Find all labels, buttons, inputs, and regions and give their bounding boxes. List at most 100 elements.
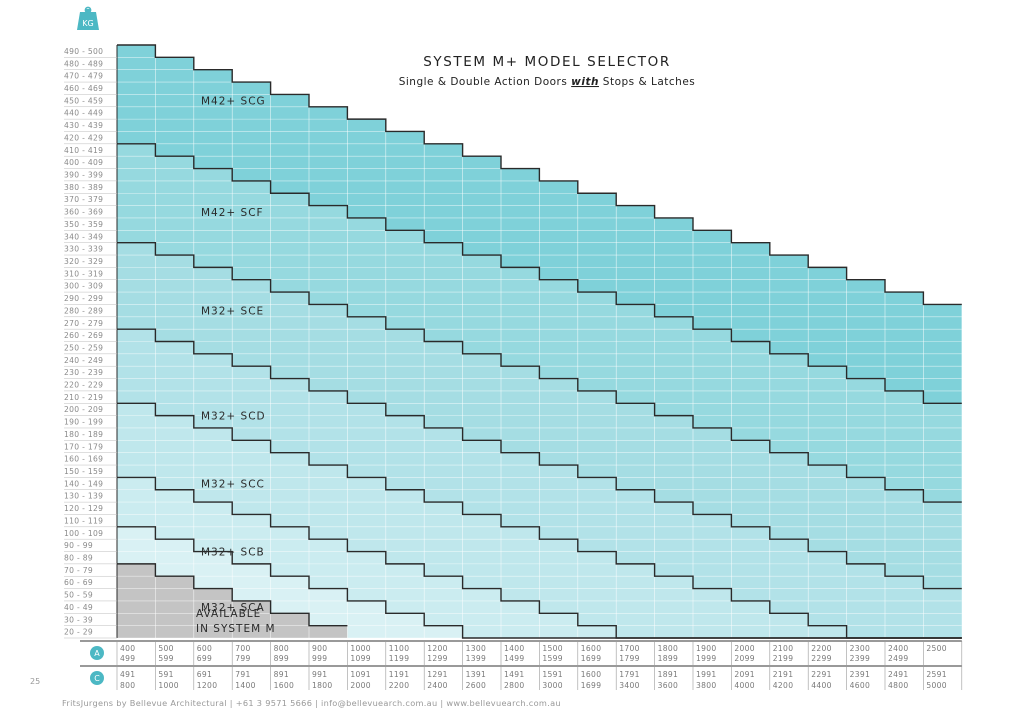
axis-a-tick-bottom: 1799 — [619, 654, 640, 663]
axis-c-tick-bottom: 1400 — [235, 681, 256, 690]
axis-a-tick-bottom: 1599 — [542, 654, 563, 663]
row-label: 260 - 269 — [64, 331, 103, 340]
row-label: 190 - 199 — [64, 418, 103, 427]
axis-c-tick-top: 2591 — [926, 670, 947, 679]
row-label: 50 - 59 — [64, 591, 93, 600]
row-label: 230 - 239 — [64, 368, 103, 377]
axis-a-tick-top: 1600 — [581, 644, 602, 653]
axis-c-tick-bottom: 4800 — [888, 681, 909, 690]
axis-c-tick-top: 691 — [197, 670, 212, 679]
axis-c-tick-bottom: 1200 — [197, 681, 218, 690]
axis-c-tick-top: 1491 — [504, 670, 525, 679]
axis-c-tick-top: 1191 — [389, 670, 410, 679]
row-label: 310 - 319 — [64, 269, 103, 278]
row-label: 280 - 289 — [64, 306, 103, 315]
axis-c-tick-bottom: 5000 — [926, 681, 947, 690]
row-label: 80 - 89 — [64, 553, 93, 562]
row-label: 360 - 369 — [64, 208, 103, 217]
axis-a-tick-top: 600 — [197, 644, 212, 653]
axis-a-tick-bottom: 999 — [312, 654, 327, 663]
axis-a-tick-bottom: 2499 — [888, 654, 909, 663]
weight-row-labels: 490 - 500 480 - 489 470 - 479 460 - 469 450 … — [64, 47, 117, 639]
boundary-scf — [117, 143, 962, 404]
axis-c-tick-top: 2291 — [811, 670, 832, 679]
row-label: 490 - 500 — [64, 47, 103, 56]
axis-c-tick-bottom: 3600 — [658, 681, 679, 690]
axis-c-tick-bottom: 2400 — [427, 681, 448, 690]
axis-a-tick-bottom: 799 — [235, 654, 250, 663]
axis-c-tick-bottom: 800 — [120, 681, 135, 690]
axis-a-tick-top: 1300 — [466, 644, 487, 653]
footer-contact: FritsJurgens by Bellevue Architectural |… — [62, 698, 561, 708]
boundary-scc — [117, 402, 962, 639]
axis-c-tick-top: 491 — [120, 670, 135, 679]
model-label-sce: M32+ SCE — [201, 306, 264, 318]
system-m-label-line2: IN SYSTEM M — [196, 623, 276, 635]
axis-a-tick-top: 1700 — [619, 644, 640, 653]
weight-icon-label: KG — [82, 19, 93, 28]
axis-c-tick-top: 1600 — [581, 670, 602, 679]
axis-a-tick-top: 1000 — [350, 644, 371, 653]
page-number: 25 — [30, 677, 41, 686]
axis-a-tick-bottom: 1899 — [658, 654, 679, 663]
axis-a-tick-top: 1500 — [542, 644, 563, 653]
row-label: 420 - 429 — [64, 133, 103, 142]
row-label: 200 - 209 — [64, 405, 103, 414]
axis-a-tick-top: 1400 — [504, 644, 525, 653]
row-label: 130 - 139 — [64, 492, 103, 501]
axis-c-tick-top: 891 — [274, 670, 289, 679]
axis-c-tick-bottom: 4400 — [811, 681, 832, 690]
axis-a-tick-top: 2100 — [773, 644, 794, 653]
axis-c-tick-bottom: 2000 — [350, 681, 371, 690]
axis-a-tick-bottom: 699 — [197, 654, 212, 663]
subtitle-emphasis: with — [571, 76, 599, 88]
row-label: 220 - 229 — [64, 381, 103, 390]
model-label-scd: M32+ SCD — [201, 411, 266, 423]
boundary-scd — [117, 328, 962, 590]
row-label: 440 - 449 — [64, 109, 103, 118]
row-label: 480 - 489 — [64, 59, 103, 68]
axis-c-tick-top: 1391 — [466, 670, 487, 679]
axis-c-tick-top: 1591 — [542, 670, 563, 679]
axis-a-tick-top: 500 — [158, 644, 173, 653]
row-label: 460 - 469 — [64, 84, 103, 93]
row-label: 30 - 39 — [64, 615, 93, 624]
row-label: 390 - 399 — [64, 171, 103, 180]
axis-c-badge — [90, 671, 104, 685]
axis-c-tick-bottom: 1000 — [158, 681, 179, 690]
row-label: 400 - 409 — [64, 158, 103, 167]
axis-a-tick-top: 2000 — [734, 644, 755, 653]
axis-a-badge — [90, 646, 104, 660]
axis-c-tick-bottom: 4600 — [850, 681, 871, 690]
axis-a-tick-bottom: 899 — [274, 654, 289, 663]
row-label: 330 - 339 — [64, 245, 103, 254]
row-label: 470 - 479 — [64, 72, 103, 81]
row-label: 70 - 79 — [64, 566, 93, 575]
axis-a-tick-bottom: 1099 — [350, 654, 371, 663]
boundary-sca — [117, 526, 962, 639]
axis-a-tick-bottom: 2399 — [850, 654, 871, 663]
axis-c-tick-bottom: 2200 — [389, 681, 410, 690]
axis-a-tick-top: 1800 — [658, 644, 679, 653]
axis-a-tick-bottom: 499 — [120, 654, 135, 663]
row-label: 340 - 349 — [64, 232, 103, 241]
row-label: 120 - 129 — [64, 504, 103, 513]
model-labels: M42+ SCG M42+ SCF M32+ SCE M32+ SCD M32+ SCC… — [196, 96, 276, 635]
axis-c-tick-bottom: 2600 — [466, 681, 487, 690]
axis-a-tick-bottom: 1199 — [389, 654, 410, 663]
axis-a-tick-bottom: 1399 — [466, 654, 487, 663]
row-label: 250 - 259 — [64, 343, 103, 352]
row-label: 110 - 119 — [64, 516, 103, 525]
subtitle-part-2: Stops & Latches — [599, 76, 695, 88]
boundary-sce — [117, 241, 962, 503]
axis-c-tick-bottom: 1699 — [581, 681, 602, 690]
axis-c-tick-top: 1091 — [350, 670, 371, 679]
axis-a-tick-bottom: 1499 — [504, 654, 525, 663]
row-label: 40 - 49 — [64, 603, 93, 612]
axis-c-tick-bottom: 4000 — [734, 681, 755, 690]
row-label: 410 - 419 — [64, 146, 103, 155]
axis-a-tick-top: 2300 — [850, 644, 871, 653]
axis-c-tick-bottom: 2800 — [504, 681, 525, 690]
row-label: 320 - 329 — [64, 257, 103, 266]
axis-c-tick-top: 2191 — [773, 670, 794, 679]
